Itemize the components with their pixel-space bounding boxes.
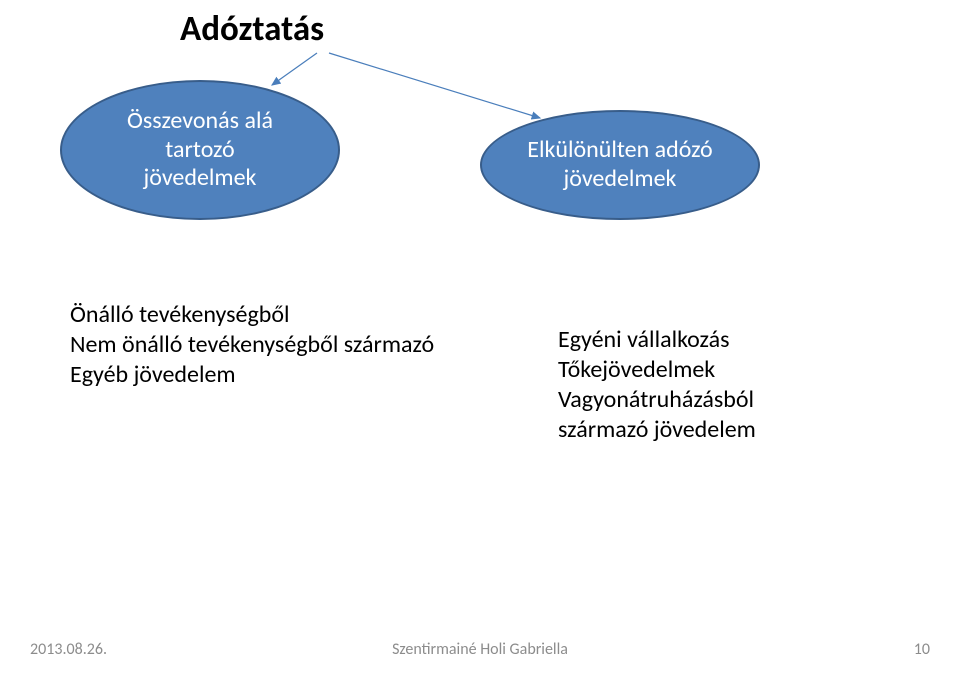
textblock-left: Önálló tevékenységből Nem önálló tevéken…	[70, 300, 434, 390]
footer-pageno: 10	[914, 640, 930, 659]
slide-title: Adóztatás	[180, 8, 324, 50]
textblock-right: Egyéni vállalkozás Tőkejövedelmek Vagyon…	[558, 325, 756, 445]
ellipse-right-label: Elkülönülten adózó jövedelmek	[527, 136, 712, 194]
ellipse-right: Elkülönülten adózó jövedelmek	[480, 110, 760, 220]
ellipse-left-label: Összevonás alá tartozó jövedelmek	[127, 107, 273, 193]
ellipse-left: Összevonás alá tartozó jövedelmek	[60, 80, 340, 220]
footer-author: Szentirmainé Holi Gabriella	[392, 640, 568, 659]
arrow-to-right-ellipse	[329, 53, 540, 118]
slide: Adóztatás Összevonás alá tartozó jövedel…	[0, 0, 960, 673]
footer-date: 2013.08.26.	[30, 640, 107, 659]
arrow-to-left-ellipse	[272, 53, 317, 85]
